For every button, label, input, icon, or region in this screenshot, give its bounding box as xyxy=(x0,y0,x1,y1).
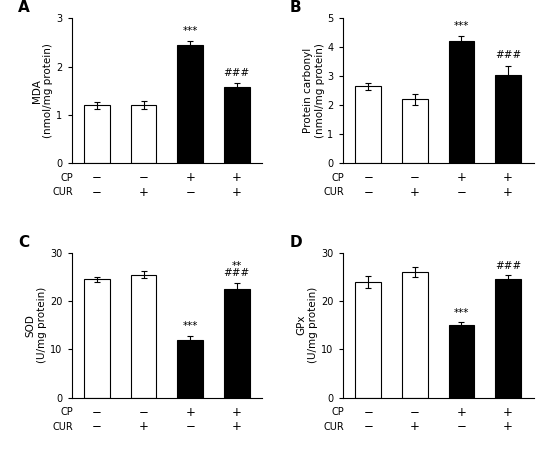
Text: ***: *** xyxy=(183,321,198,331)
Bar xyxy=(355,282,381,398)
Text: CP: CP xyxy=(60,173,73,182)
Text: CUR: CUR xyxy=(323,421,344,431)
Text: +: + xyxy=(232,420,242,433)
Text: +: + xyxy=(503,420,513,433)
Text: CUR: CUR xyxy=(52,421,73,431)
Text: +: + xyxy=(185,171,195,184)
Text: ***: *** xyxy=(183,26,198,36)
Text: −: − xyxy=(92,186,102,198)
Text: −: − xyxy=(92,420,102,433)
Text: B: B xyxy=(289,0,301,16)
Bar xyxy=(402,272,427,398)
Text: ***: *** xyxy=(454,308,469,318)
Bar xyxy=(84,279,110,398)
Bar xyxy=(131,105,157,163)
Bar xyxy=(402,99,427,163)
Text: A: A xyxy=(18,0,30,16)
Text: ***: *** xyxy=(454,21,469,31)
Text: CUR: CUR xyxy=(323,187,344,197)
Text: ###: ### xyxy=(224,268,250,278)
Text: +: + xyxy=(232,171,242,184)
Text: −: − xyxy=(456,420,466,433)
Text: +: + xyxy=(503,186,513,198)
Text: −: − xyxy=(410,171,420,184)
Bar xyxy=(448,325,474,398)
Text: +: + xyxy=(185,405,195,419)
Y-axis label: GPx
(U/mg protein): GPx (U/mg protein) xyxy=(297,287,318,363)
Text: +: + xyxy=(456,171,466,184)
Text: −: − xyxy=(185,186,195,198)
Text: +: + xyxy=(139,420,148,433)
Bar xyxy=(178,45,203,163)
Bar xyxy=(495,75,521,163)
Text: **: ** xyxy=(232,260,242,271)
Bar xyxy=(178,340,203,398)
Bar xyxy=(131,275,157,398)
Text: −: − xyxy=(363,186,373,198)
Text: −: − xyxy=(363,171,373,184)
Text: −: − xyxy=(363,420,373,433)
Text: +: + xyxy=(410,186,420,198)
Text: CP: CP xyxy=(331,173,344,182)
Bar xyxy=(355,86,381,163)
Y-axis label: SOD
(U/mg protein): SOD (U/mg protein) xyxy=(26,287,47,363)
Bar xyxy=(224,87,250,163)
Text: −: − xyxy=(410,405,420,419)
Text: D: D xyxy=(289,235,302,250)
Text: −: − xyxy=(92,405,102,419)
Text: −: − xyxy=(139,171,148,184)
Text: +: + xyxy=(410,420,420,433)
Text: CUR: CUR xyxy=(52,187,73,197)
Text: ###: ### xyxy=(224,68,250,78)
Y-axis label: Protein carbonyl
(nmol/mg protein): Protein carbonyl (nmol/mg protein) xyxy=(303,43,324,138)
Text: −: − xyxy=(92,171,102,184)
Text: −: − xyxy=(363,405,373,419)
Text: +: + xyxy=(503,171,513,184)
Text: ###: ### xyxy=(495,50,521,60)
Text: −: − xyxy=(456,186,466,198)
Bar xyxy=(495,279,521,398)
Bar xyxy=(448,42,474,163)
Text: ###: ### xyxy=(495,261,521,271)
Text: +: + xyxy=(456,405,466,419)
Text: +: + xyxy=(503,405,513,419)
Bar xyxy=(224,289,250,398)
Y-axis label: MDA
(nmol/mg protein): MDA (nmol/mg protein) xyxy=(32,43,53,138)
Text: CP: CP xyxy=(60,407,73,417)
Text: −: − xyxy=(139,405,148,419)
Text: +: + xyxy=(232,405,242,419)
Text: +: + xyxy=(232,186,242,198)
Text: C: C xyxy=(18,235,29,250)
Text: CP: CP xyxy=(331,407,344,417)
Text: +: + xyxy=(139,186,148,198)
Bar xyxy=(84,105,110,163)
Text: −: − xyxy=(185,420,195,433)
